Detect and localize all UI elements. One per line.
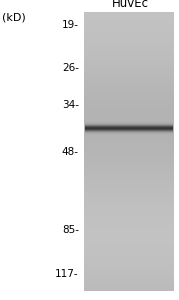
Text: 26-: 26- xyxy=(62,63,79,73)
Text: 48-: 48- xyxy=(62,147,79,157)
Text: 19-: 19- xyxy=(62,20,79,30)
Text: (kD): (kD) xyxy=(2,13,26,23)
Text: HuvEc: HuvEc xyxy=(112,0,149,10)
Text: 34-: 34- xyxy=(62,100,79,110)
Text: 117-: 117- xyxy=(55,269,79,279)
Text: 85-: 85- xyxy=(62,225,79,235)
